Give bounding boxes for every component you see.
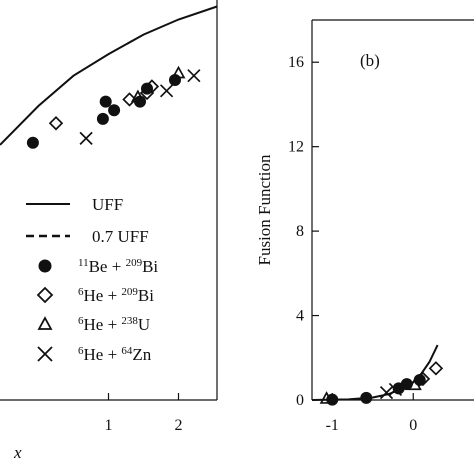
panel-b-ytick-label: 4 [296,308,304,325]
panel-b: -1 0 0 4 8 12 16 (b) Fusion Function [255,19,474,434]
panel-a-point-6he-64zn [187,69,201,83]
legend-entry-hezn: 6He + 64Zn [37,345,152,364]
panel-b-ytick-label: 12 [288,139,304,156]
legend-entry-be: 11Be + 209Bi [38,257,158,276]
panel-a-point-6he-64zn [79,131,93,145]
panel-a-points [26,65,201,149]
panel-b-point-11be-209bi [400,378,413,391]
legend-entry-uff07: 0.7 UFF [26,227,149,246]
panel-b-ticks: -1 0 0 4 8 12 16 [288,54,417,434]
legend-open-triangle-marker [37,316,53,330]
panel-b-label: (b) [360,51,380,70]
panel-a-curve-uff [0,5,218,146]
panel-b-point-6he-238u [319,391,334,404]
panel-a-point-6he-209bi [48,116,64,131]
panel-a-lines [0,5,218,146]
panel-b-ytick-label: 0 [296,392,304,409]
legend-label-uff: UFF [92,195,123,214]
legend: UFF 0.7 UFF 11Be + 209Bi 6He + 209Bi 6He… [26,195,158,364]
panel-b-ylabel: Fusion Function [255,154,274,265]
panel-b-point-6he-64zn [388,382,403,397]
panel-a-point-6he-209bi [122,92,137,107]
panel-b-xtick-label: 0 [409,417,417,434]
legend-entry-hebi: 6He + 209Bi [36,286,154,305]
panel-b-point-6he-238u [407,377,422,391]
legend-label-heu: 6He + 238U [78,315,150,334]
panel-a-point-6he-238u [130,89,145,103]
legend-label-be: 11Be + 209Bi [78,257,158,276]
panel-b-point-6he-209bi [415,371,431,387]
legend-cross-marker [37,346,53,362]
legend-label-hezn: 6He + 64Zn [78,345,152,364]
panel-a-point-11be-209bi [108,104,121,117]
panel-a-point-11be-209bi [169,74,181,86]
legend-label-hebi: 6He + 209Bi [78,286,154,305]
panel-b-point-6he-209bi [428,361,444,376]
panel-b-point-11be-209bi [360,391,373,404]
legend-open-diamond-marker [36,286,54,304]
panel-b-ytick-label: 8 [296,223,304,240]
panel-a-point-11be-209bi [99,95,112,108]
panel-b-points [319,361,444,406]
legend-filled-circle-marker [38,259,52,273]
panel-a-point-6he-209bi [144,79,160,94]
legend-label-uff07: 0.7 UFF [92,227,149,246]
panel-a-xtick-label: 1 [105,417,113,434]
panel-a-point-6he-238u [171,65,186,79]
panel-b-point-6he-64zn [379,386,394,400]
panel-a-xlabel: x [13,443,22,462]
panel-a-point-11be-209bi [26,136,39,149]
panel-a-xtick-label: 2 [175,417,183,434]
panel-b-curve-uff [311,344,439,401]
panel-a-point-11be-209bi [96,112,109,125]
panel-b-lines [311,344,439,401]
legend-entry-uff: UFF [26,195,123,214]
panel-b-ytick-label: 16 [288,54,304,71]
panel-b-xtick-label: -1 [326,417,339,434]
panel-a-point-6he-64zn [159,84,174,98]
legend-entry-heu: 6He + 238U [37,315,150,334]
